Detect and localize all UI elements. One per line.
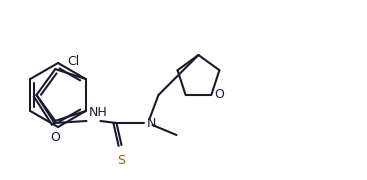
Text: S: S [117, 154, 126, 167]
Text: NH: NH [88, 106, 107, 119]
Text: O: O [51, 131, 61, 144]
Text: N: N [146, 116, 156, 129]
Text: O: O [214, 88, 224, 101]
Text: Cl: Cl [67, 55, 80, 68]
